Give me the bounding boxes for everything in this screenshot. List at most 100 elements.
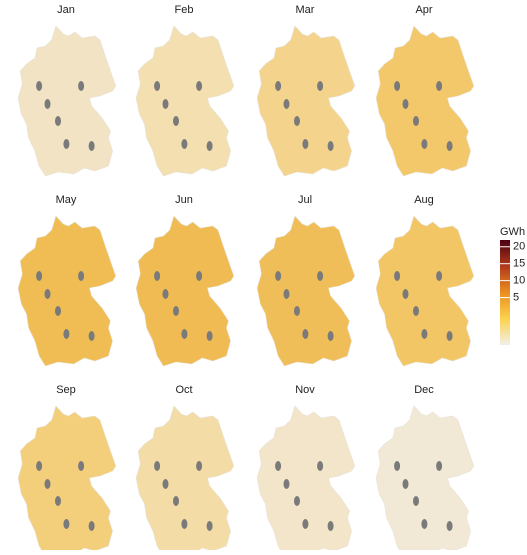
legend: GWh 5 10 15 20: [500, 226, 525, 345]
lake: [181, 139, 188, 149]
region-map: [256, 215, 356, 367]
lake: [63, 139, 70, 149]
region-map: [256, 25, 356, 177]
lake: [206, 331, 213, 341]
lake: [78, 271, 85, 281]
lake: [436, 271, 443, 281]
lake: [413, 306, 419, 316]
lake: [436, 81, 443, 91]
colorbar-tick-label: 5: [513, 291, 519, 303]
lake: [436, 461, 443, 471]
lake: [44, 289, 51, 299]
lake: [206, 521, 213, 531]
lake: [302, 329, 309, 339]
lake: [317, 81, 324, 91]
lake: [88, 141, 95, 151]
lake: [283, 479, 290, 489]
lake: [413, 116, 419, 126]
panel-title: Aug: [414, 194, 434, 206]
lake: [206, 141, 213, 151]
lake: [446, 331, 453, 341]
lake: [88, 521, 95, 531]
lake: [283, 289, 290, 299]
lake: [55, 496, 61, 506]
lake: [181, 329, 188, 339]
lake: [196, 81, 203, 91]
lake: [44, 99, 51, 109]
colorbar-tick-label: 15: [513, 258, 525, 270]
panel-title: Jan: [57, 4, 75, 16]
region-map: [256, 405, 356, 555]
region-map: [375, 25, 475, 177]
lake: [36, 81, 43, 91]
panels: Jan Feb Mar Apr May Jun Jul Aug Sep Oct Nov Dec: [17, 4, 475, 555]
region-map: [375, 215, 475, 367]
region-map: [17, 25, 117, 177]
region-map: [17, 215, 117, 367]
lake: [327, 331, 334, 341]
lake: [283, 99, 290, 109]
region-map: [17, 405, 117, 555]
lake: [317, 271, 324, 281]
lake: [275, 81, 282, 91]
lake: [413, 496, 419, 506]
lake: [394, 271, 401, 281]
lake: [154, 461, 161, 471]
lake: [402, 99, 409, 109]
lake: [173, 496, 179, 506]
panel-title: Dec: [414, 384, 434, 396]
panel-title: Jun: [175, 194, 193, 206]
lake: [421, 519, 428, 529]
lake: [302, 139, 309, 149]
lake: [36, 461, 43, 471]
lake: [55, 116, 61, 126]
colorbar: [500, 240, 510, 345]
lake: [88, 331, 95, 341]
lake: [446, 521, 453, 531]
lake: [302, 519, 309, 529]
lake: [162, 289, 169, 299]
lake: [402, 289, 409, 299]
lake: [55, 306, 61, 316]
lake: [394, 461, 401, 471]
panel-title: Mar: [296, 4, 315, 16]
lake: [44, 479, 51, 489]
legend-title: GWh: [500, 226, 525, 238]
lake: [173, 116, 179, 126]
lake: [162, 479, 169, 489]
lake: [78, 461, 85, 471]
lake: [446, 141, 453, 151]
lake: [196, 271, 203, 281]
panel-title: May: [56, 194, 77, 206]
lake: [173, 306, 179, 316]
region-map: [135, 215, 235, 367]
lake: [36, 271, 43, 281]
lake: [317, 461, 324, 471]
lake: [327, 141, 334, 151]
panel-title: Apr: [415, 4, 432, 16]
lake: [402, 479, 409, 489]
colorbar-tick-label: 20: [513, 241, 525, 253]
lake: [154, 81, 161, 91]
lake: [294, 116, 300, 126]
lake: [78, 81, 85, 91]
panel-title: Feb: [175, 4, 194, 16]
lake: [181, 519, 188, 529]
lake: [196, 461, 203, 471]
lake: [421, 139, 428, 149]
panel-title: Oct: [175, 384, 192, 396]
lake: [394, 81, 401, 91]
lake: [275, 461, 282, 471]
region-map: [375, 405, 475, 555]
colorbar-tick-label: 10: [513, 275, 525, 287]
panel-title: Nov: [295, 384, 315, 396]
region-map: [135, 25, 235, 177]
lake: [327, 521, 334, 531]
panel-title: Sep: [56, 384, 76, 396]
lake: [154, 271, 161, 281]
lake: [275, 271, 282, 281]
panel-title: Jul: [298, 194, 312, 206]
lake: [294, 496, 300, 506]
lake: [63, 329, 70, 339]
